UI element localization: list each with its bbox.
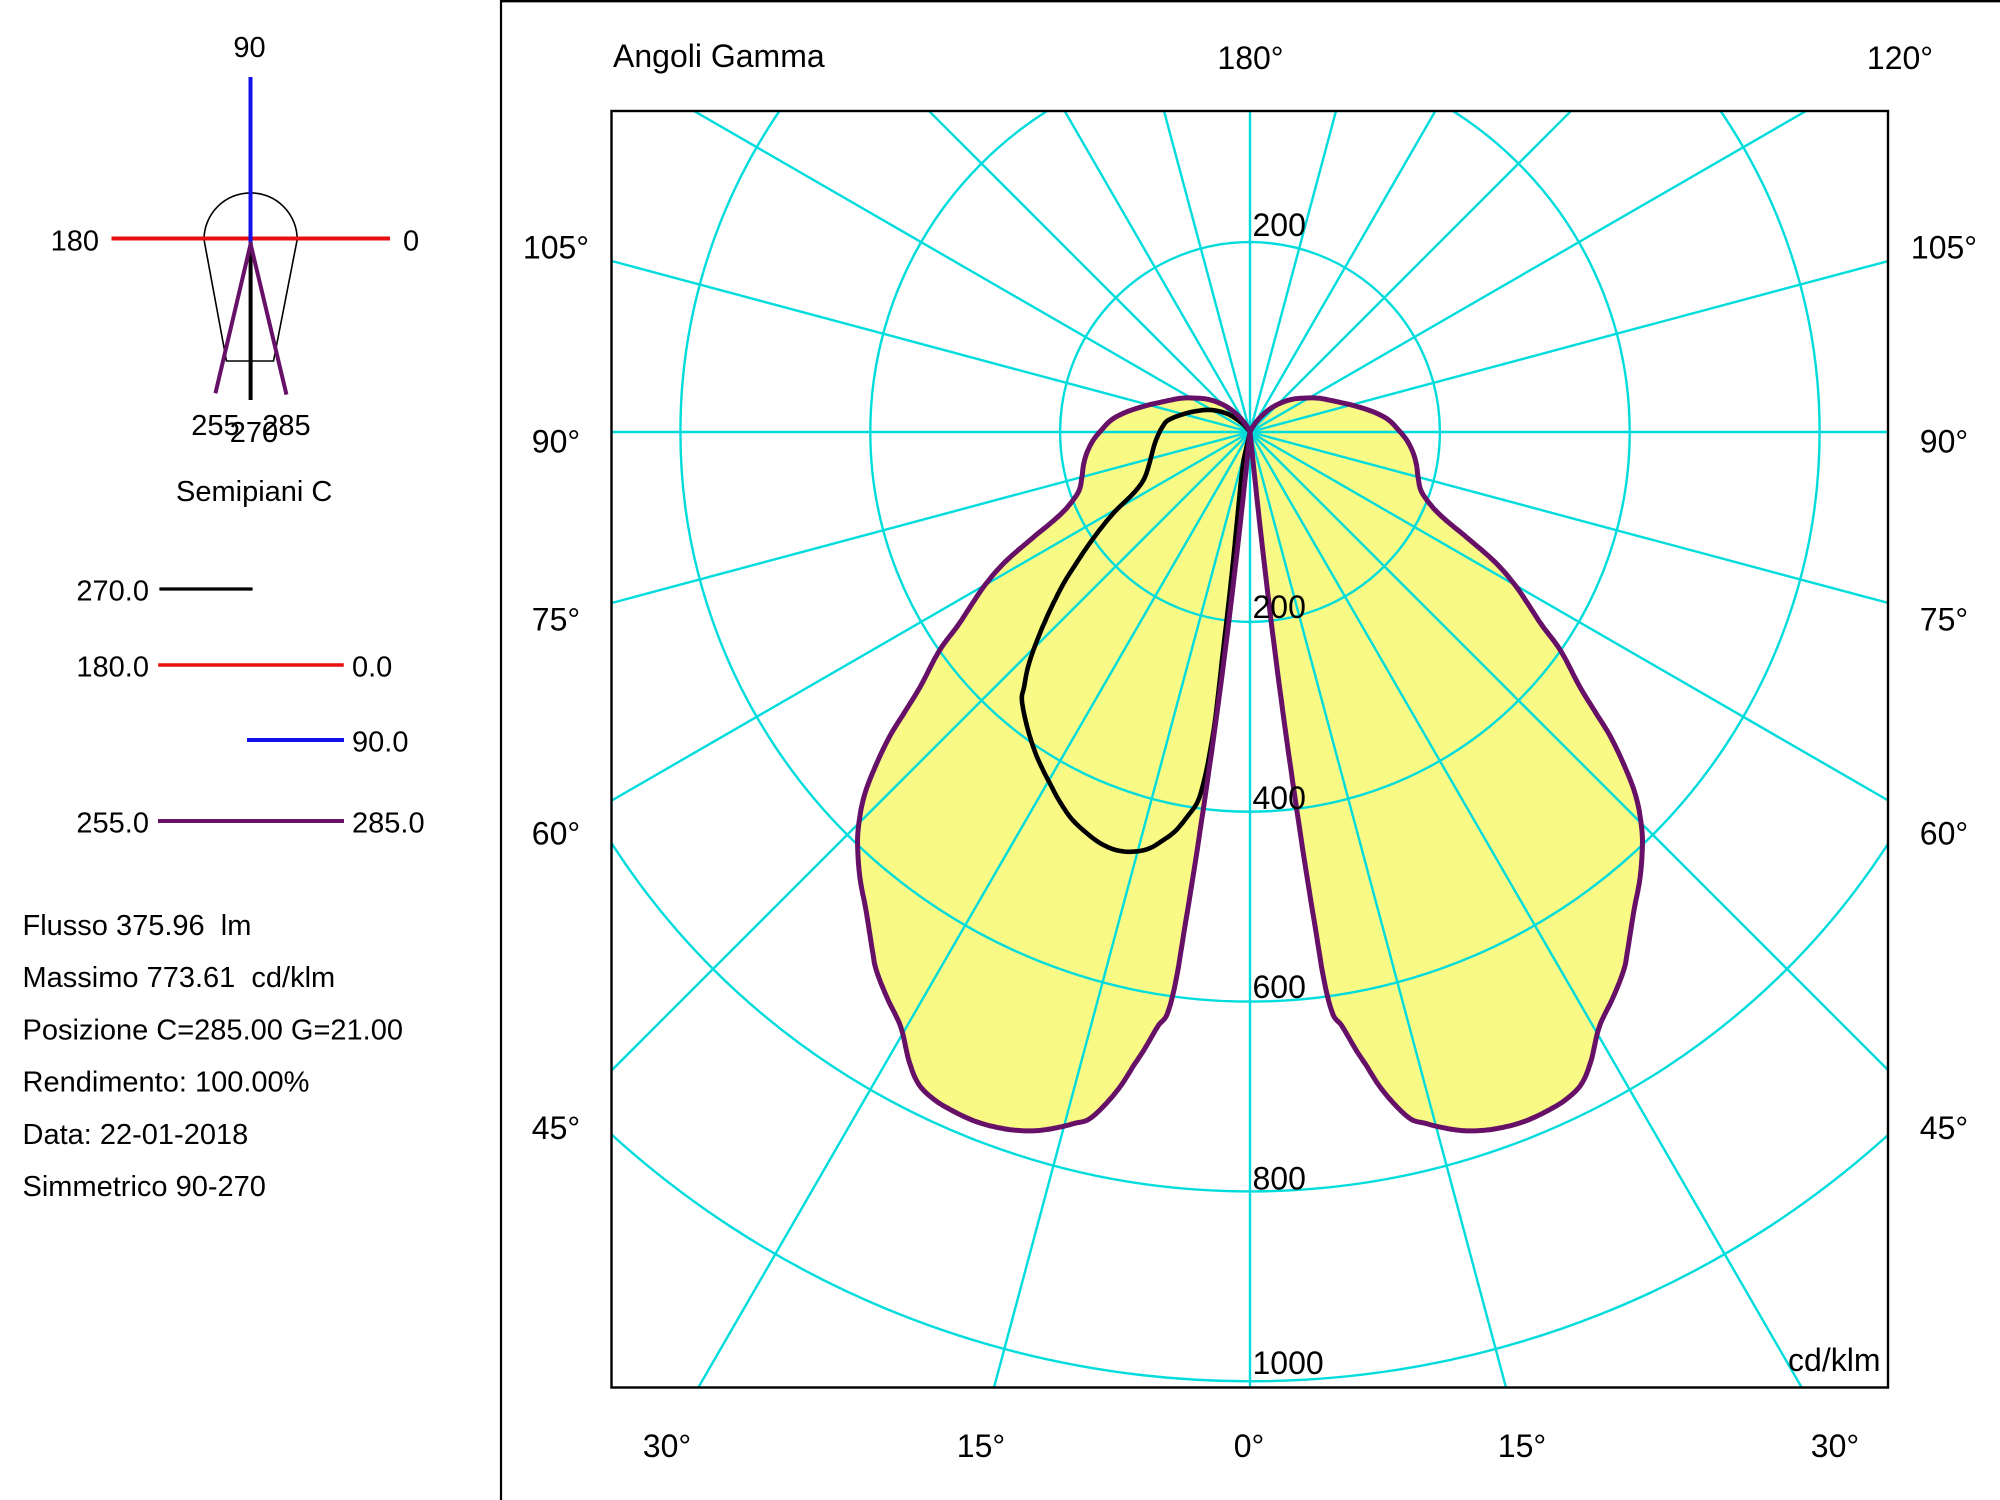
svg-text:0: 0 (403, 226, 419, 258)
svg-text:30°: 30° (643, 1428, 691, 1464)
svg-text:45°: 45° (532, 1110, 580, 1146)
svg-text:75°: 75° (532, 601, 580, 637)
svg-text:90.0: 90.0 (352, 727, 408, 759)
svg-text:1000: 1000 (1253, 1345, 1324, 1381)
svg-text:15°: 15° (1498, 1428, 1546, 1464)
svg-text:0°: 0° (1234, 1428, 1265, 1464)
svg-text:75°: 75° (1920, 601, 1968, 637)
svg-text:180.0: 180.0 (76, 652, 149, 684)
svg-text:Simmetrico 90-270: Simmetrico 90-270 (23, 1171, 266, 1203)
svg-text:Angoli Gamma: Angoli Gamma (613, 38, 825, 74)
svg-text:60°: 60° (532, 815, 580, 851)
svg-text:400: 400 (1253, 780, 1306, 816)
svg-text:180°: 180° (1217, 40, 1283, 76)
svg-text:90: 90 (233, 32, 265, 64)
svg-text:15°: 15° (957, 1428, 1005, 1464)
svg-text:105°: 105° (1911, 229, 1977, 265)
svg-text:600: 600 (1253, 969, 1306, 1005)
svg-text:180: 180 (51, 226, 99, 258)
svg-text:60°: 60° (1920, 815, 1968, 851)
svg-text:cd/klm: cd/klm (1788, 1342, 1880, 1378)
svg-text:45°: 45° (1920, 1110, 1968, 1146)
svg-text:Semipiani C: Semipiani C (176, 476, 332, 508)
svg-text:200: 200 (1253, 589, 1306, 625)
svg-text:Posizione C=285.00 G=21.00: Posizione C=285.00 G=21.00 (23, 1014, 404, 1046)
svg-text:800: 800 (1253, 1161, 1306, 1197)
svg-text:285.0: 285.0 (352, 808, 425, 840)
svg-text:270.0: 270.0 (76, 576, 149, 608)
svg-text:255: 255 (191, 410, 239, 442)
svg-text:105°: 105° (523, 229, 589, 265)
svg-text:30°: 30° (1811, 1428, 1859, 1464)
svg-text:90°: 90° (532, 423, 580, 459)
svg-text:255.0: 255.0 (76, 808, 149, 840)
svg-text:285: 285 (262, 410, 310, 442)
svg-text:120°: 120° (1867, 40, 1933, 76)
svg-text:0.0: 0.0 (352, 652, 392, 684)
svg-text:270: 270 (230, 417, 278, 449)
svg-text:Data: 22-01-2018: Data: 22-01-2018 (23, 1119, 249, 1151)
svg-text:Flusso 375.96 lm: Flusso 375.96 lm (23, 910, 252, 942)
svg-text:Rendimento: 100.00%: Rendimento: 100.00% (23, 1067, 310, 1099)
svg-text:200: 200 (1253, 207, 1306, 243)
svg-text:90°: 90° (1920, 423, 1968, 459)
svg-text:Massimo 773.61 cd/klm: Massimo 773.61 cd/klm (23, 962, 336, 994)
